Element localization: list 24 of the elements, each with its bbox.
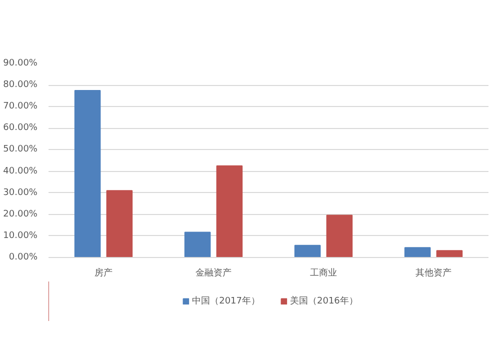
x-tick-label: 房产 — [94, 268, 112, 278]
legend-label: 中国（2017年） — [192, 295, 260, 308]
bar — [74, 90, 101, 258]
y-tick-label: 20.00% — [3, 209, 38, 220]
bar — [184, 232, 211, 258]
bar — [216, 165, 243, 258]
bar — [106, 190, 133, 258]
y-tick-label: 90.00% — [3, 58, 38, 68]
x-tick-label: 其他资产 — [416, 268, 452, 278]
y-tick-label: 70.00% — [3, 102, 38, 112]
bar — [294, 244, 321, 258]
bar — [436, 250, 463, 258]
y-tick-label: 40.00% — [3, 166, 38, 176]
y-tick-label: 30.00% — [3, 188, 38, 198]
y-tick-label: 60.00% — [3, 123, 38, 134]
y-tick-label: 0.00% — [8, 252, 38, 262]
bar — [404, 247, 431, 258]
bar — [326, 214, 353, 258]
x-tick-label: 金融资产 — [196, 268, 232, 278]
legend-label: 美国（2016年） — [290, 295, 358, 308]
y-tick-label: 50.00% — [3, 144, 38, 155]
x-tick-label: 工商业 — [310, 268, 337, 278]
y-tick-label: 10.00% — [3, 230, 38, 241]
y-tick-label: 80.00% — [3, 80, 38, 90]
